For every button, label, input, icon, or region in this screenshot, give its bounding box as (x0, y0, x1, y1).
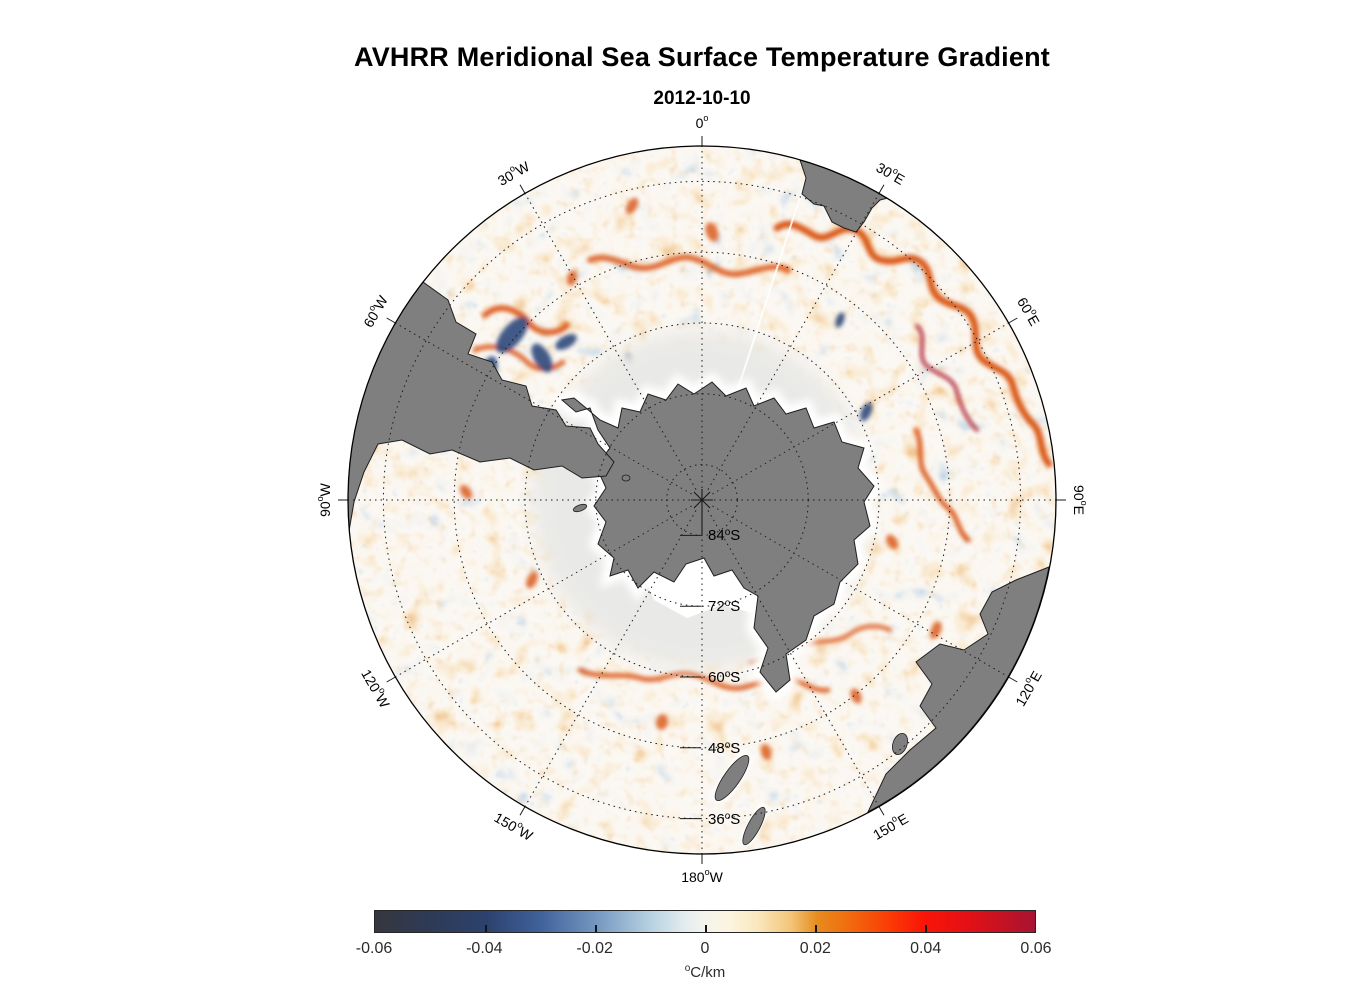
colorbar-tick-label: 0.02 (799, 940, 831, 957)
map-rim (347, 145, 1057, 855)
colorbar (374, 910, 1036, 933)
pole-marker (691, 489, 713, 536)
atlantic-front (587, 254, 791, 278)
nz-north-island (742, 806, 766, 846)
colorbar-tick-labels: -0.06 -0.04 -0.02 0 0.02 0.04 0.06 (356, 940, 1052, 960)
graticule (338, 136, 1066, 864)
colorbar-inner-tick (594, 925, 597, 932)
lon-label-0: 0o (696, 113, 709, 131)
polar-map: 0o 30oE 60oE 90oE 120oE 150oE 180oW 150o… (315, 113, 1089, 885)
lon-label-90W: 90oW (315, 482, 333, 517)
antarctica (560, 381, 875, 693)
rim-ticks (338, 136, 1066, 864)
colorbar-tick-label: 0 (700, 940, 710, 957)
colorbar-inner-tick (815, 925, 817, 932)
colorbar-tick-label: -0.06 (355, 940, 393, 957)
agulhas-core (915, 324, 979, 432)
lon-label-30E: 30oE (874, 157, 909, 188)
new-zealand (711, 751, 769, 849)
lon-label-90E: 90oE (1071, 485, 1089, 515)
lat-label-84S: 84oS (708, 527, 740, 544)
land-layer (348, 159, 1050, 849)
kerguelen-front (913, 427, 971, 543)
lon-label-180W: 180oW (681, 867, 723, 885)
lat-label-36S: 36oS (708, 811, 740, 828)
island-south-georgia (572, 503, 588, 513)
degree-glyph: o (684, 963, 691, 974)
confluence-front-2 (472, 344, 566, 372)
figure-title: AVHRR Meridional Sea Surface Temperature… (354, 42, 1050, 72)
lat-label-60S: 60oS (708, 669, 740, 686)
latitude-labels: 84oS 72oS 60oS 48oS 36oS (708, 527, 740, 828)
colorbar-inner-tick (485, 925, 487, 932)
lat-label-72S: 72oS (708, 598, 740, 615)
colorbar-tick-label: 0.06 (1020, 940, 1052, 957)
agulhas-front (773, 220, 1053, 468)
lat-label-48S: 48oS (708, 740, 740, 757)
longitude-spokes (348, 146, 1056, 854)
colorbar-inner-tick (924, 925, 927, 932)
nz-south-island (714, 755, 750, 801)
colorbar-inner-tick (705, 925, 707, 932)
figure-date: 2012-10-10 (653, 88, 751, 109)
colorbar-tick-label: -0.02 (576, 940, 613, 957)
colorbar-unit: oC/km (684, 963, 726, 981)
island-staten (621, 474, 631, 482)
latitude-ticks (680, 534, 701, 820)
colorbar-tick-label: -0.04 (466, 940, 503, 957)
tasmania (892, 732, 908, 756)
confluence-front-1 (482, 305, 570, 336)
colorbar-tick-label: 0.04 (910, 940, 942, 957)
